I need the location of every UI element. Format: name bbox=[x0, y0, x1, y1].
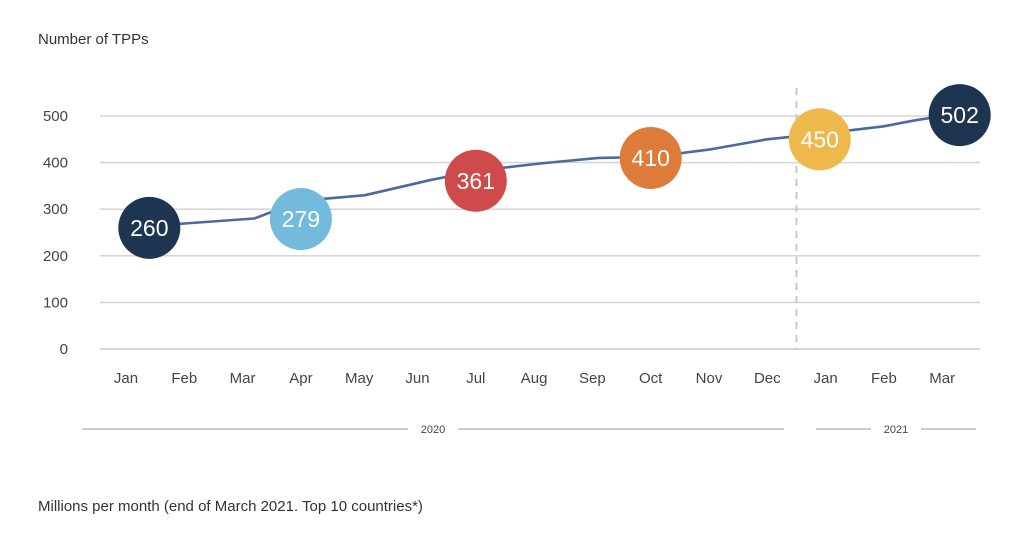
x-tick-label: Jan bbox=[114, 370, 138, 387]
y-tick-label: 100 bbox=[43, 294, 68, 311]
x-tick-label: May bbox=[345, 370, 374, 387]
value-marker bbox=[118, 196, 181, 259]
y-tick-label: 0 bbox=[60, 341, 68, 358]
year-label: 2021 bbox=[884, 424, 908, 436]
value-marker bbox=[619, 126, 682, 189]
y-tick-label: 200 bbox=[43, 248, 68, 265]
x-tick-label: Dec bbox=[754, 370, 781, 387]
value-markers: 260 279 361 410 450 502 bbox=[118, 84, 991, 259]
x-tick-label: Mar bbox=[230, 370, 256, 387]
value-marker bbox=[269, 187, 332, 250]
x-tick-label: Oct bbox=[639, 370, 663, 387]
y-tick-labels: 0 100 200 300 400 500 bbox=[43, 108, 68, 358]
y-tick-label: 500 bbox=[43, 108, 68, 125]
x-tick-label: Apr bbox=[289, 370, 312, 387]
data-label: 260 bbox=[130, 215, 168, 241]
x-tick-label: Feb bbox=[871, 370, 897, 387]
x-tick-label: Jun bbox=[405, 370, 429, 387]
x-tick-label: Nov bbox=[696, 370, 723, 387]
value-marker bbox=[788, 108, 851, 171]
x-tick-label: Feb bbox=[171, 370, 197, 387]
x-tick-labels: Jan Feb Mar Apr May Jun Jul Aug Sep Oct Nov Dec Jan F… bbox=[114, 370, 955, 387]
x-tick-label: Jan bbox=[814, 370, 838, 387]
year-label: 2020 bbox=[421, 424, 445, 436]
y-axis-title: Number of TPPs bbox=[38, 31, 149, 48]
data-label: 502 bbox=[941, 102, 979, 128]
x-tick-label: Aug bbox=[521, 370, 548, 387]
x-tick-label: Sep bbox=[579, 370, 606, 387]
data-label: 450 bbox=[801, 126, 839, 152]
data-label: 279 bbox=[282, 206, 320, 232]
x-tick-label: Mar bbox=[929, 370, 955, 387]
value-marker bbox=[444, 149, 507, 212]
year-group-axis: 2020 2021 bbox=[82, 424, 976, 436]
data-label: 361 bbox=[457, 168, 495, 194]
y-tick-label: 300 bbox=[43, 201, 68, 218]
data-label: 410 bbox=[632, 145, 670, 171]
x-tick-label: Jul bbox=[466, 370, 485, 387]
chart-footnote: Millions per month (end of March 2021. T… bbox=[38, 498, 423, 515]
y-tick-label: 400 bbox=[43, 155, 68, 172]
value-marker bbox=[928, 84, 991, 147]
